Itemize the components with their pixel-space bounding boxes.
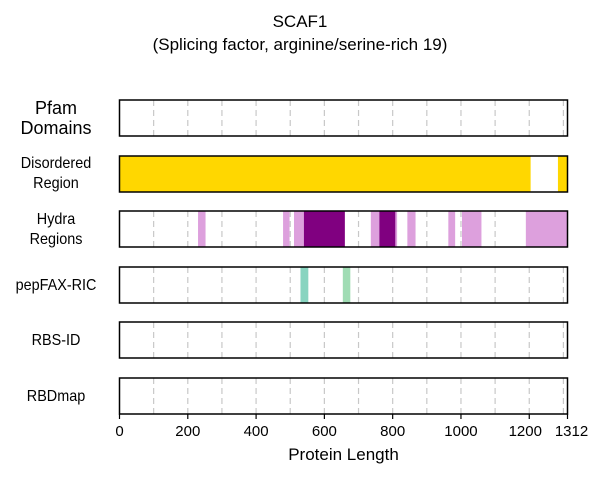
segment-hydra-10 bbox=[525, 211, 568, 247]
track-frame-pepfax bbox=[118, 266, 569, 304]
segment-hydra-7 bbox=[407, 211, 416, 247]
segment-pepfax-0 bbox=[300, 267, 309, 303]
x-tick-label-800: 800 bbox=[380, 423, 405, 440]
track-bg-rbdmap bbox=[119, 378, 568, 414]
segment-hydra-2 bbox=[293, 211, 304, 247]
segment-hydra-9 bbox=[461, 211, 482, 247]
track-label-pfam-line-1: Pfam bbox=[34, 98, 77, 118]
track-frame-rbsid bbox=[118, 321, 569, 359]
track-label-pepfax: pepFAX-RIC bbox=[6, 276, 107, 296]
segment-hydra-1 bbox=[283, 211, 290, 247]
x-tick-label-1312: 1312 bbox=[555, 423, 588, 440]
x-tick-label-600: 600 bbox=[312, 423, 337, 440]
segment-hydra-8 bbox=[448, 211, 456, 247]
segment-disordered-1 bbox=[557, 156, 568, 192]
track-label-disordered: Disordered Region bbox=[6, 154, 107, 194]
track-frame-rbdmap bbox=[118, 377, 569, 415]
track-label-rbsid-line-1: RBS-ID bbox=[31, 332, 81, 349]
x-tick-label-400: 400 bbox=[244, 423, 269, 440]
x-tick-label-1000: 1000 bbox=[444, 423, 477, 440]
track-label-pfam: Pfam Domains bbox=[0, 98, 112, 138]
track-label-hydra-line-1: Hydra bbox=[36, 211, 76, 228]
x-tick-label-1200: 1200 bbox=[509, 423, 542, 440]
track-label-disordered-line-2: Region bbox=[33, 175, 79, 192]
segment-pepfax-1 bbox=[342, 267, 351, 303]
track-label-rbdmap-line-1: RBDmap bbox=[26, 388, 86, 405]
x-axis-label: Protein Length bbox=[288, 445, 399, 464]
segment-hydra-0 bbox=[198, 211, 206, 247]
track-label-rbsid: RBS-ID bbox=[6, 331, 107, 351]
track-label-disordered-line-1: Disordered bbox=[20, 155, 92, 172]
track-bg-pfam bbox=[119, 100, 568, 136]
segment-hydra-3 bbox=[303, 211, 345, 247]
x-tick-label-0: 0 bbox=[115, 423, 123, 440]
track-frame-hydra bbox=[118, 210, 569, 248]
track-frame-disordered bbox=[118, 155, 569, 193]
chart-subtitle: (Splicing factor, arginine/serine-rich 1… bbox=[152, 35, 448, 54]
chart-title: SCAF1 bbox=[272, 12, 328, 31]
segment-hydra-4 bbox=[370, 211, 380, 247]
track-label-hydra: Hydra Regions bbox=[6, 210, 107, 250]
x-tick-label-200: 200 bbox=[175, 423, 200, 440]
track-label-pfam-line-2: Domains bbox=[20, 118, 92, 138]
track-label-pepfax-line-1: pepFAX-RIC bbox=[15, 277, 97, 294]
track-label-rbdmap: RBDmap bbox=[6, 387, 107, 407]
track-label-hydra-line-2: Regions bbox=[29, 231, 83, 248]
track-frame-pfam bbox=[118, 99, 569, 137]
track-bg-rbsid bbox=[119, 322, 568, 358]
segment-disordered-0 bbox=[119, 156, 531, 192]
segment-hydra-6 bbox=[395, 211, 398, 247]
segment-hydra-5 bbox=[379, 211, 396, 247]
